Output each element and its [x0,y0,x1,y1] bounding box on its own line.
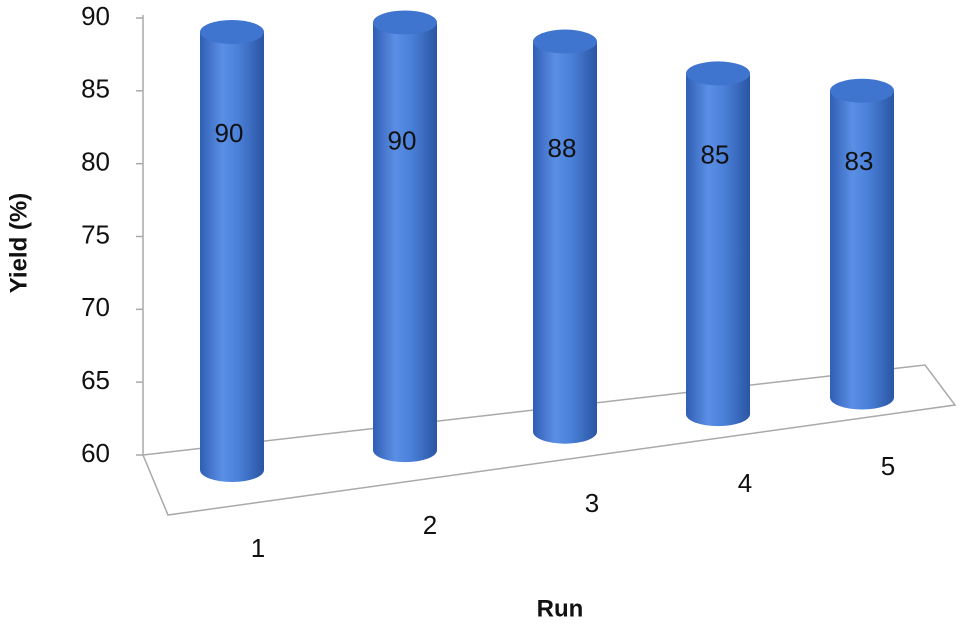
data-label: 85 [701,140,730,170]
x-tick-label: 1 [251,533,265,563]
bar [373,22,437,463]
bar-top [686,61,750,86]
y-tick-label: 85 [81,74,110,104]
data-label: 83 [845,146,874,176]
y-tick-label: 65 [81,365,110,395]
bar [830,90,894,410]
y-tick-label: 90 [81,1,110,31]
bar [200,32,264,482]
data-label: 88 [548,133,577,163]
data-label: 90 [215,118,244,148]
x-tick-label: 3 [585,488,599,518]
y-tick-label: 60 [81,438,110,468]
bar [686,73,750,427]
y-axis-label: Yield (%) [5,193,32,293]
x-tick-label: 5 [881,451,895,481]
x-axis-label: Run [537,595,584,622]
y-tick-label: 70 [81,292,110,322]
bar-top [533,29,597,54]
bar-top [830,78,894,103]
bar [533,41,597,444]
bar-top [200,20,264,44]
y-tick-label: 80 [81,147,110,177]
bar-top [373,10,437,35]
x-tick-label: 2 [423,510,437,540]
floor [141,364,957,516]
x-tick-label: 4 [738,468,752,498]
y-tick-label: 75 [81,219,110,249]
data-label: 90 [388,126,417,156]
